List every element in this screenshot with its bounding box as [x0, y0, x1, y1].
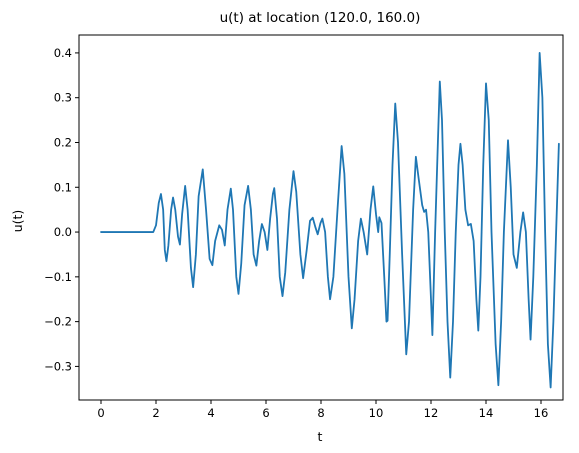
y-tick-label: −0.2: [44, 315, 72, 329]
chart-title: u(t) at location (120.0, 160.0): [220, 10, 421, 26]
y-tick-label: −0.1: [44, 270, 72, 284]
x-tick-label: 12: [424, 406, 439, 420]
y-axis: −0.3 −0.2 −0.1 0.0 0.1 0.2 0.3 0.4: [44, 46, 79, 373]
x-axis: 0 2 4 6 8 10 12 14 16: [97, 400, 548, 420]
y-tick-label: 0.0: [54, 225, 72, 239]
y-tick-label: 0.3: [54, 91, 72, 105]
y-tick-label: −0.3: [44, 359, 72, 373]
y-axis-label: u(t): [10, 210, 25, 233]
x-tick-label: 14: [479, 406, 494, 420]
y-tick-label: 0.4: [54, 46, 72, 60]
x-tick-label: 0: [97, 406, 104, 420]
x-tick-label: 6: [262, 406, 269, 420]
x-tick-label: 10: [369, 406, 384, 420]
y-tick-label: 0.2: [54, 135, 72, 149]
x-tick-label: 8: [317, 406, 324, 420]
y-tick-label: 0.1: [54, 180, 72, 194]
x-axis-label: t: [318, 429, 323, 444]
series-line: [100, 52, 560, 389]
x-tick-label: 2: [152, 406, 159, 420]
x-tick-label: 4: [207, 406, 214, 420]
x-tick-label: 16: [534, 406, 549, 420]
